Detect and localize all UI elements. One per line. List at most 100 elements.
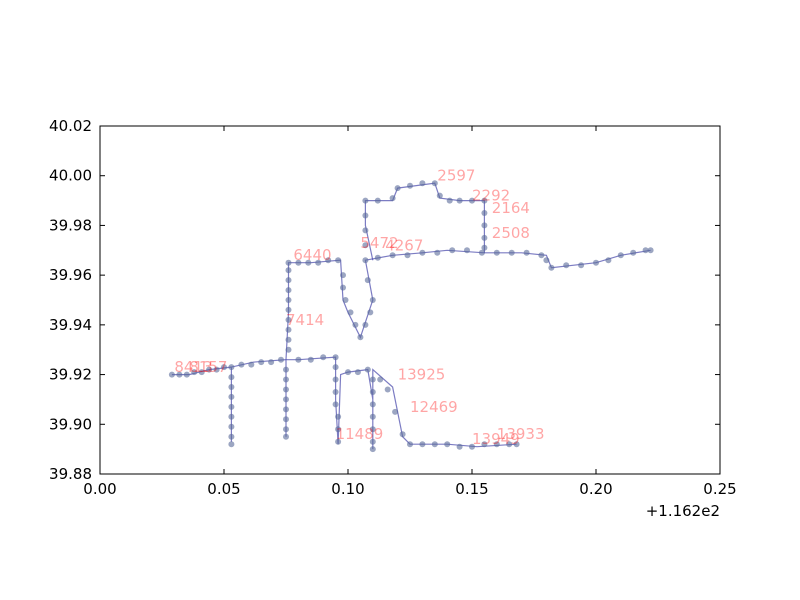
- data-point: [374, 254, 381, 261]
- point-label: 6440: [293, 246, 331, 264]
- data-point: [278, 356, 284, 363]
- data-point: [481, 222, 488, 229]
- data-point: [578, 262, 585, 269]
- point-label: 13933: [497, 425, 545, 443]
- data-point: [369, 446, 376, 453]
- data-point: [283, 426, 289, 433]
- data-point: [357, 334, 364, 341]
- data-point: [228, 423, 235, 430]
- data-point: [456, 197, 463, 204]
- data-point: [285, 346, 292, 353]
- point-label: 2597: [437, 167, 475, 185]
- data-point: [548, 264, 555, 271]
- y-tick-label: 39.88: [49, 465, 92, 483]
- data-point: [617, 252, 624, 259]
- data-point: [481, 244, 488, 251]
- data-point: [285, 326, 292, 333]
- data-point: [469, 197, 475, 204]
- data-point: [362, 212, 369, 219]
- x-tick-label: 0.10: [331, 480, 364, 498]
- data-point: [285, 306, 292, 313]
- data-point: [283, 433, 289, 440]
- data-point: [332, 376, 339, 383]
- x-tick-label: 0.00: [83, 480, 116, 498]
- data-point: [481, 234, 488, 241]
- data-point: [332, 389, 339, 395]
- data-point: [630, 249, 637, 256]
- data-point: [228, 433, 235, 440]
- data-point: [389, 195, 396, 202]
- data-point: [419, 249, 426, 256]
- x-tick-label: 0.25: [703, 480, 736, 498]
- data-point: [315, 259, 322, 266]
- point-label: 5472: [360, 234, 398, 252]
- data-point: [268, 359, 275, 366]
- data-point: [456, 443, 463, 450]
- data-point: [647, 247, 654, 254]
- data-point: [508, 249, 515, 256]
- data-point: [399, 431, 406, 438]
- point-label: 7414: [286, 311, 324, 329]
- x-tick-label: 0.05: [207, 480, 240, 498]
- data-point: [538, 252, 545, 259]
- data-point: [362, 227, 369, 234]
- data-point: [283, 406, 289, 413]
- data-point: [367, 309, 374, 316]
- data-point: [362, 321, 369, 328]
- axes-frame: [99, 125, 721, 475]
- y-tick-label: 39.98: [49, 216, 92, 234]
- data-point: [335, 426, 342, 433]
- data-point: [481, 197, 488, 204]
- data-point: [369, 376, 376, 383]
- data-point: [469, 443, 475, 450]
- data-point: [523, 249, 530, 256]
- data-point: [369, 389, 376, 395]
- data-point: [335, 438, 342, 445]
- data-point: [377, 376, 384, 383]
- data-point: [404, 252, 411, 259]
- data-point: [228, 413, 235, 420]
- data-point: [332, 364, 339, 371]
- data-point: [369, 438, 376, 445]
- y-tick-label: 39.92: [49, 366, 92, 384]
- point-label: 13925: [398, 366, 446, 384]
- data-point: [285, 267, 292, 274]
- data-point: [352, 321, 359, 328]
- data-point: [493, 249, 500, 256]
- data-point: [605, 257, 612, 264]
- data-point: [384, 386, 391, 393]
- data-point: [436, 192, 443, 199]
- data-point: [248, 361, 255, 368]
- data-point: [593, 259, 599, 266]
- data-point: [444, 441, 451, 448]
- data-point: [228, 403, 235, 410]
- data-point: [389, 252, 396, 259]
- data-point: [176, 371, 183, 378]
- data-point: [238, 361, 245, 368]
- data-point: [285, 287, 292, 294]
- data-point: [283, 396, 289, 403]
- data-point: [295, 259, 302, 266]
- data-point: [285, 259, 292, 266]
- data-point: [464, 247, 470, 254]
- point-label: 8157: [189, 358, 227, 376]
- data-point: [362, 197, 369, 204]
- point-label: 13949: [472, 430, 520, 448]
- point-label: 11489: [336, 425, 384, 443]
- data-point: [369, 413, 376, 420]
- point-label: 12469: [410, 398, 458, 416]
- y-tick-label: 39.96: [49, 266, 92, 284]
- data-point: [419, 441, 426, 448]
- y-tick-label: 39.94: [49, 316, 92, 334]
- data-point: [191, 369, 198, 376]
- x-axis: 0.00 0.05 0.10 0.15 0.20 0.25: [83, 126, 737, 498]
- y-tick-label: 39.90: [49, 415, 92, 433]
- data-point: [335, 257, 342, 264]
- data-point: [285, 297, 292, 303]
- data-point: [407, 182, 413, 189]
- data-point: [392, 408, 399, 415]
- data-point: [258, 359, 265, 366]
